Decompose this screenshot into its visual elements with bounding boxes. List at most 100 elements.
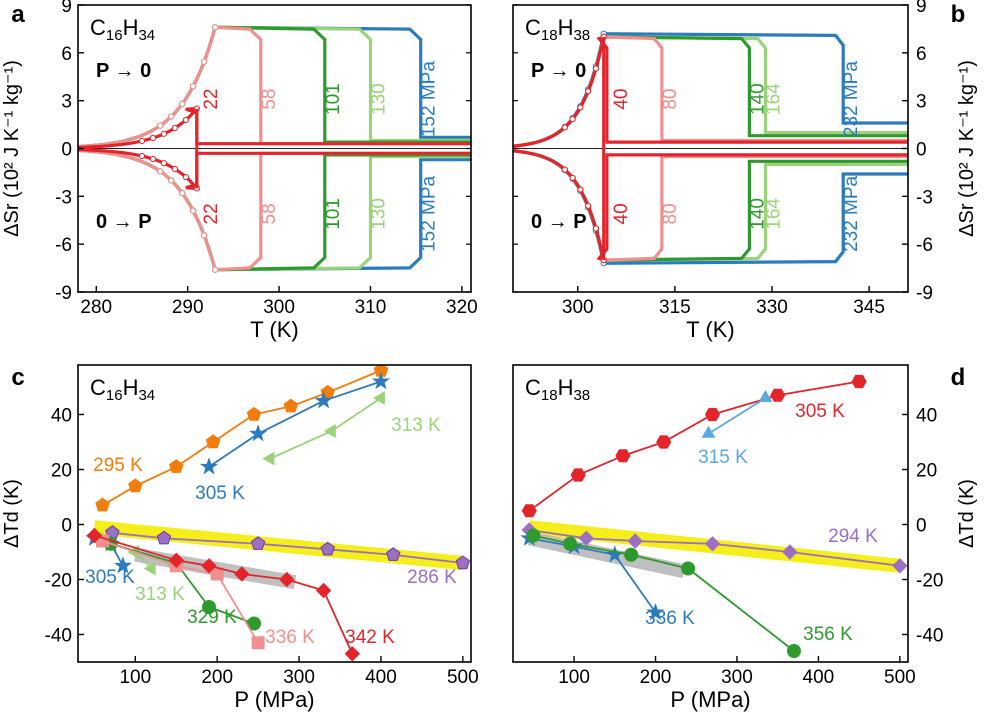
compound-formula-part: 38 <box>573 27 590 44</box>
data-point <box>386 547 401 561</box>
entropy-marker <box>561 166 568 173</box>
data-point <box>646 602 665 621</box>
x-tick-label: 290 <box>172 297 204 318</box>
series-line <box>708 397 766 435</box>
entropy-marker <box>149 134 157 142</box>
compound-formula-part: 16 <box>106 27 123 44</box>
series-line <box>102 369 382 507</box>
plot-area-c <box>85 365 471 662</box>
compound-formula-part: H <box>123 375 139 400</box>
data-point <box>758 389 773 402</box>
compound-formula: C18H38 <box>525 375 590 404</box>
data-point <box>656 435 672 449</box>
y-tick-label: 40 <box>51 406 72 427</box>
y-tick-label: -6 <box>916 235 933 256</box>
data-point <box>279 571 295 588</box>
data-point <box>570 468 586 482</box>
panel-letter-d: d <box>951 364 966 391</box>
data-point <box>205 434 221 449</box>
compound-formula-part: 38 <box>573 387 590 404</box>
data-point <box>262 451 275 466</box>
series-label-upper: 22 <box>201 89 222 110</box>
entropy-marker <box>592 225 599 232</box>
y-tick-label: -9 <box>55 283 72 304</box>
axis-frame <box>512 364 909 663</box>
x-tick-label: 100 <box>558 667 590 688</box>
y-tick-label: 0 <box>61 516 72 537</box>
series-label-upper: 40 <box>611 89 632 110</box>
y-tick-label: -3 <box>55 187 72 208</box>
data-point <box>704 536 721 552</box>
entropy-curve-40 <box>513 34 908 148</box>
entropy-marker <box>157 122 164 129</box>
x-tick-label: 500 <box>447 667 479 688</box>
y-tick-label: 0 <box>916 140 927 161</box>
entropy-marker <box>182 173 189 181</box>
entropy-curve-40 <box>513 149 908 263</box>
entropy-marker <box>160 130 168 137</box>
entropy-marker <box>149 155 157 163</box>
data-point <box>526 528 541 543</box>
x-tick-label: 310 <box>355 297 387 318</box>
entropy-marker <box>569 174 576 182</box>
compound-formula-part: H <box>558 375 574 400</box>
data-point <box>892 558 908 574</box>
x-tick-label: 320 <box>446 297 478 318</box>
x-tick-label: 280 <box>80 297 112 318</box>
compound-formula-part: 18 <box>541 387 558 404</box>
x-tick-label: 300 <box>283 667 315 688</box>
series-label-lower: 58 <box>259 203 280 224</box>
data-point <box>315 582 332 599</box>
entropy-curve-58 <box>78 25 471 149</box>
series-line <box>529 537 657 614</box>
data-point <box>624 547 639 562</box>
entropy-marker <box>168 177 175 184</box>
compound-formula-part: C <box>90 15 106 40</box>
series-label-upper: 101 <box>323 83 344 115</box>
data-point <box>202 600 216 614</box>
x-tick-label: 345 <box>853 297 885 318</box>
x-axis-label: P (MPa) <box>234 687 314 712</box>
y-tick-label: 9 <box>61 0 72 17</box>
series-label-lower: 22 <box>201 203 222 224</box>
series-line <box>529 529 901 567</box>
axis-frame <box>77 364 472 663</box>
data-point <box>627 533 643 549</box>
series-line <box>208 380 382 468</box>
entropy-marker <box>577 186 584 193</box>
compound-formula-part: C <box>525 15 541 40</box>
data-point <box>249 424 268 442</box>
entropy-marker <box>577 104 584 111</box>
data-point <box>283 398 299 413</box>
y-tick-label: -6 <box>55 235 72 256</box>
compound-formula-part: H <box>558 15 574 40</box>
plot-area-b <box>513 30 908 267</box>
entropy-marker <box>179 189 186 197</box>
series-label: 295 K <box>93 455 143 476</box>
panel-letter-b: b <box>951 1 966 28</box>
entropy-marker <box>561 124 568 131</box>
data-point <box>201 558 217 574</box>
data-point <box>372 391 385 405</box>
entropy-marker <box>138 152 146 160</box>
x-tick-label: 200 <box>640 667 672 688</box>
entropy-marker <box>190 83 197 90</box>
series-label: 315 K <box>698 447 748 468</box>
series-label-lower: 232 MPa <box>841 175 862 251</box>
y-axis-label: ΔTd (K) <box>956 479 978 548</box>
series-label: 313 K <box>391 415 441 436</box>
data-point <box>578 530 595 547</box>
series-label: 356 K <box>803 624 853 645</box>
y-tick-label: -20 <box>916 571 943 592</box>
data-point <box>615 449 631 463</box>
panel-c: 100 200 300 400 500 -40 -20 0 20 40 P (MPa) ΔTd (K)… <box>1 364 479 712</box>
y-tick-label: 20 <box>51 461 72 482</box>
entropy-marker <box>569 115 576 123</box>
y-tick-label: 6 <box>61 44 72 65</box>
x-tick-label: 300 <box>263 297 295 318</box>
compound-formula-part: 34 <box>138 387 155 404</box>
data-point <box>128 478 143 493</box>
data-point <box>701 425 716 438</box>
series-line <box>110 542 255 625</box>
